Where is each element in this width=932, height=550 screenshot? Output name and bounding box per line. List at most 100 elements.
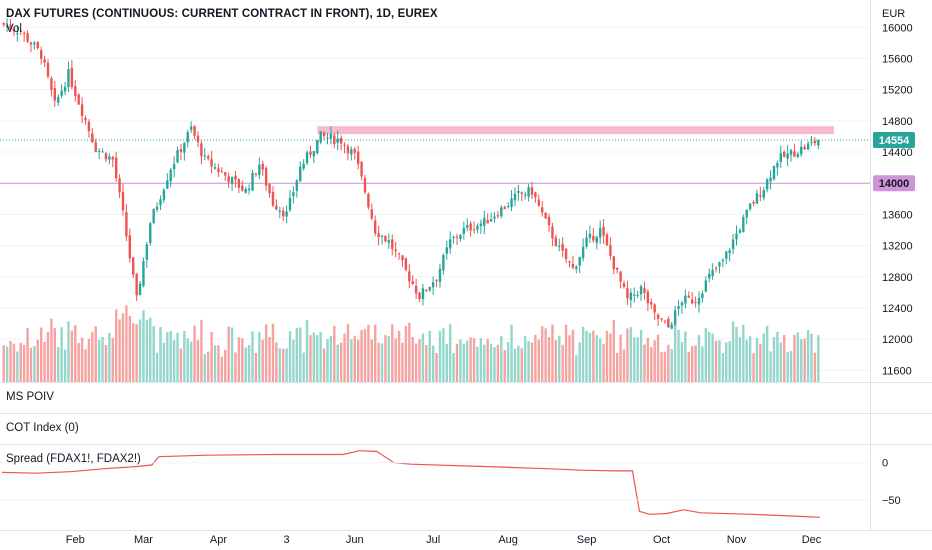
candle-body (162, 189, 166, 200)
candle-body (595, 236, 598, 243)
volume-bar (418, 339, 421, 382)
volume-bar (302, 352, 305, 382)
candle-body (241, 185, 244, 191)
volume-bar (203, 354, 206, 382)
volume-bar (271, 323, 275, 382)
candles (2, 18, 820, 330)
candle-body (752, 201, 755, 204)
volume-bar (673, 316, 677, 382)
volume-bar (643, 344, 646, 382)
candle-body (541, 207, 544, 213)
candle-body (547, 216, 551, 226)
chart-title[interactable]: DAX FUTURES (CONTINUOUS: CURRENT CONTRAC… (6, 8, 438, 20)
candle-body (721, 259, 725, 262)
candle-body (70, 67, 74, 88)
volume-bar (806, 330, 810, 382)
candle-body (602, 226, 605, 236)
volume-bar (356, 339, 360, 382)
volume-bar (581, 326, 585, 382)
volume-bar (166, 331, 169, 382)
candle-body (704, 280, 708, 292)
candle-body (626, 287, 629, 299)
volume-bar (438, 331, 442, 382)
volume-bar (697, 335, 701, 382)
volume-bar (189, 341, 193, 382)
candle-body (247, 188, 251, 191)
candle-body (598, 227, 602, 238)
candle-body (384, 235, 387, 242)
volume-bar (288, 331, 292, 382)
candle-body (755, 193, 759, 204)
candle-body (316, 140, 319, 154)
volume-bar (609, 333, 612, 382)
volume-bar (63, 349, 67, 382)
candle-body (16, 33, 19, 35)
price-axis[interactable]: EUR 11600 12000 12400 12800 13200 13600 14000 14… (882, 8, 913, 377)
candle-body (19, 31, 22, 33)
spread-line (1, 450, 821, 518)
volume-bar (575, 355, 578, 382)
volume-bar (322, 348, 326, 382)
volume-bar (431, 345, 435, 382)
candle-body (285, 211, 288, 217)
volume-bar (789, 350, 793, 382)
volume-bar (690, 346, 694, 382)
candle-body (551, 226, 554, 239)
candle-body (800, 146, 803, 155)
ms-poiv-label[interactable]: MS POIV (6, 391, 54, 403)
volume-bar (629, 327, 633, 382)
candle-body (428, 286, 431, 291)
candle-body (742, 217, 745, 233)
volume-bar (149, 317, 152, 382)
volume-bar (752, 353, 755, 382)
candle-body (244, 188, 247, 193)
candle-body (803, 146, 806, 150)
cot-index-label[interactable]: COT Index (0) (6, 422, 79, 434)
volume-bar (783, 334, 786, 382)
volume-bar (370, 339, 374, 382)
candle-body (353, 149, 356, 153)
volume-bar (619, 334, 622, 382)
volume-bar (121, 313, 125, 382)
candle-body (101, 151, 104, 153)
time-tick-label: Dec (802, 534, 822, 546)
volume-bar (336, 344, 339, 382)
volume-bar (70, 330, 74, 382)
candle-body (745, 209, 748, 218)
vol-label[interactable]: Vol (6, 23, 22, 35)
volume-bar (500, 336, 503, 382)
candle-body (77, 94, 80, 105)
volume-bar (377, 342, 380, 382)
volume-bar (19, 342, 22, 382)
time-axis[interactable]: Feb Mar Apr 3 Jun Jul Aug Sep Oct Nov Dec (66, 534, 822, 546)
volume-bar (295, 327, 299, 382)
volume-bar (718, 340, 721, 382)
volume-bar (43, 341, 46, 382)
spread-label[interactable]: Spread (FDAX1!, FDAX2!) (6, 453, 141, 465)
volume-bar (401, 342, 404, 382)
volume-bar (176, 332, 179, 382)
candle-body (711, 269, 714, 277)
volume-bar (397, 330, 401, 382)
candle-body (29, 42, 33, 45)
candle-body (367, 193, 370, 208)
candle-body (425, 290, 428, 292)
candle-body (155, 206, 159, 210)
candle-body (612, 256, 615, 270)
volume-bar (776, 331, 779, 382)
volume-bar (394, 338, 397, 382)
candle-body (728, 250, 731, 254)
candle-body (762, 190, 765, 198)
volume-bar (561, 344, 564, 382)
volume-bar (244, 347, 247, 382)
currency-label: EUR (882, 8, 905, 20)
price-tick-label: 12800 (882, 272, 913, 284)
volume-bar (87, 338, 91, 382)
volume-bar (155, 352, 159, 382)
volume-bar (568, 335, 571, 382)
spread-axis[interactable]: 0 −50 (0, 458, 901, 507)
volume-bar (817, 335, 820, 382)
candle-body (43, 59, 46, 63)
candle-body (697, 298, 701, 305)
